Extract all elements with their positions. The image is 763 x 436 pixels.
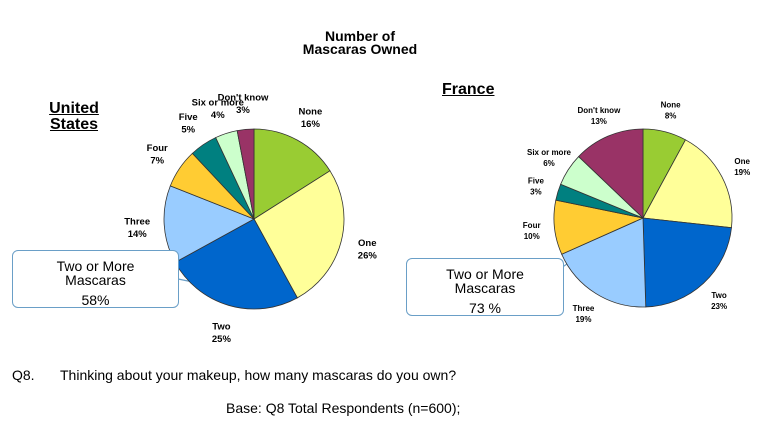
us-slice-one	[253, 170, 345, 299]
france-callout-value: 73 %	[469, 300, 501, 316]
france-slice-label-none: None 8%	[661, 100, 682, 120]
france-slice-label-one: One 19%	[734, 157, 750, 177]
france-callout-line2: Mascaras	[454, 280, 516, 296]
chart-title: Number of Mascaras Owned	[260, 28, 460, 57]
france-slice-label-five: Five 3%	[528, 176, 545, 196]
chart-title-line1: Number of	[325, 28, 395, 44]
france-slice-one	[642, 139, 733, 229]
france-slice-three	[561, 217, 647, 308]
france-callout: Two or More Mascaras 73 %	[406, 258, 564, 316]
us-title-line1: United	[49, 100, 99, 117]
us-slice-two	[174, 218, 298, 310]
france-slice-don-t-know	[578, 128, 644, 219]
france-slice-label-three: Three 19%	[573, 304, 595, 324]
us-pie-chart: None 16% One 26% Two 25% Three 14% Four 7% Five 5%S…	[124, 93, 377, 345]
question-text: Q8. Thinking about your makeup, how many …	[12, 367, 456, 383]
us-callout-line1: Two or More	[56, 258, 135, 274]
us-slice-don-t-know	[236, 128, 255, 220]
us-slice-label-none: None 16%	[299, 107, 323, 131]
france-slice-label-six-or-more: Six or more 6%	[527, 148, 572, 168]
us-slice-label-one: One 26%	[358, 238, 378, 262]
us-callout: Two or More Mascaras 58%	[12, 250, 179, 308]
chart-title-line2: Mascaras Owned	[302, 41, 418, 57]
question-body: Thinking about your makeup, how many mas…	[60, 367, 457, 383]
france-slice-label-don-t-know: Don't know 13%	[578, 106, 622, 126]
us-slice-label-two: Two 25%	[212, 321, 232, 345]
us-callout-line2: Mascaras	[65, 272, 126, 288]
us-callout-value: 58%	[81, 292, 110, 308]
france-callout-line1: Two or More	[446, 266, 524, 282]
us-slice-label-three: Three 14%	[124, 216, 150, 240]
france-pie-chart: None 8% One 19% Two 23% Three 19% Four 10% Five 3% S…	[523, 100, 751, 324]
france-chart-title: France	[442, 81, 495, 98]
us-slice-label-don-t-know: Don't know 3%	[218, 93, 269, 117]
us-slice-none	[253, 128, 331, 220]
base-note: Base: Q8 Total Respondents (n=600);	[226, 400, 461, 416]
question-number: Q8.	[12, 367, 35, 383]
us-slice-label-four: Four 7%	[147, 143, 168, 167]
france-slice-label-two: Two 23%	[711, 291, 727, 311]
us-chart-title: United States	[44, 101, 104, 133]
france-slice-label-four: Four 10%	[523, 221, 541, 241]
france-slice-two	[642, 217, 732, 308]
us-slice-label-six-or-more: Six or more 4%	[192, 98, 244, 122]
us-title-line2: States	[49, 116, 99, 133]
us-slice-label-five: Five 5%	[179, 112, 198, 136]
